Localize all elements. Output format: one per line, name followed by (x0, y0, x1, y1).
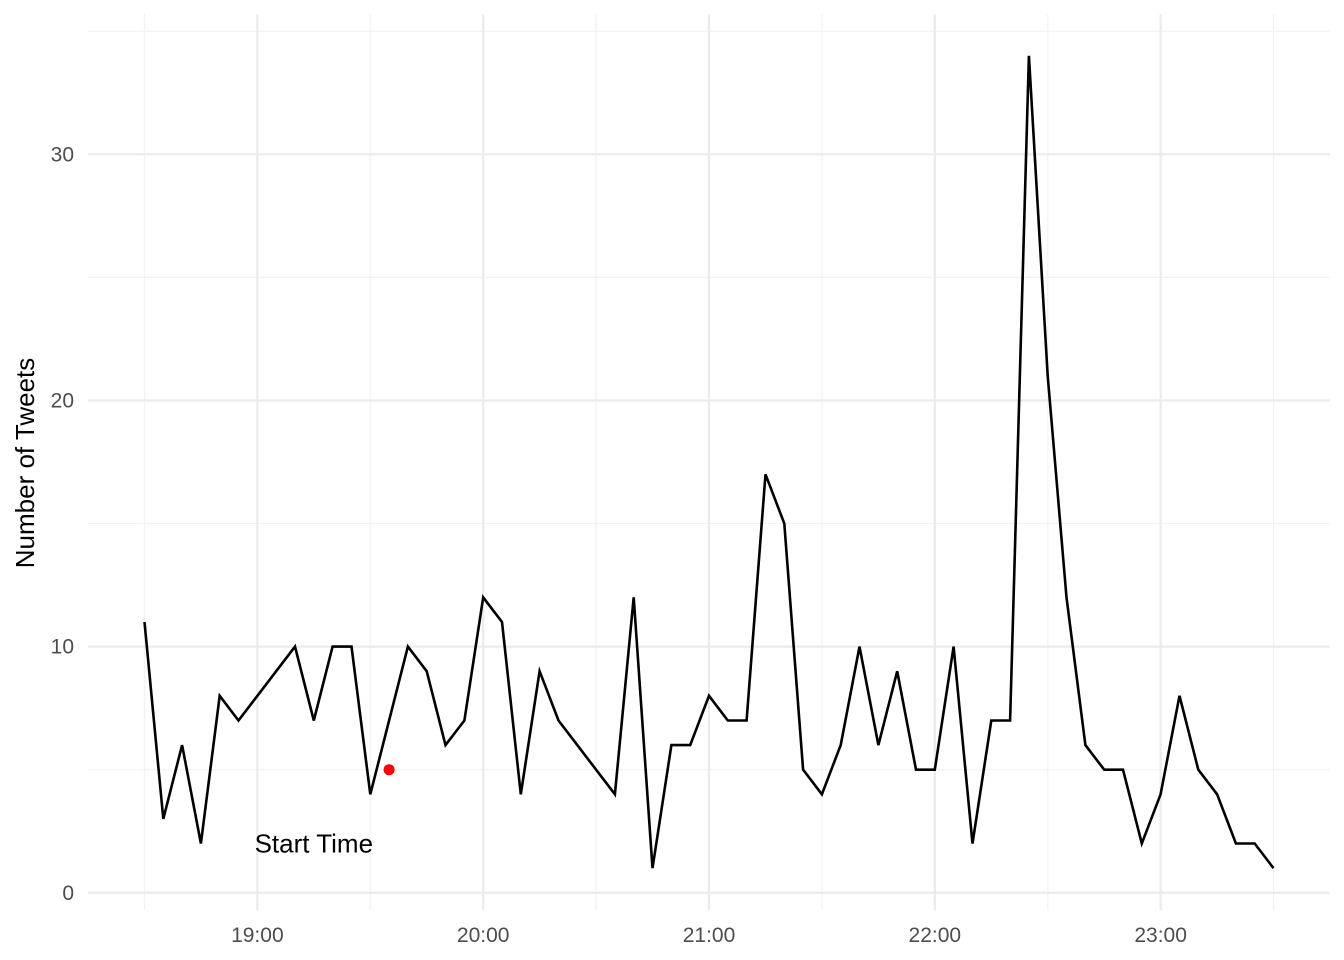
y-tick-label: 0 (62, 882, 74, 905)
x-tick-label: 19:00 (231, 924, 284, 947)
series-layer (143, 55, 1275, 869)
y-tick-label: 30 (51, 143, 74, 166)
x-tick-label: 21:00 (683, 924, 736, 947)
start-time-point (383, 764, 395, 776)
tick-labels: 19:00 20:00 21:00 22:00 23:00 0 10 20 30 (51, 143, 1187, 947)
x-tick-label: 23:00 (1134, 924, 1187, 947)
x-tick-label: 22:00 (909, 924, 962, 947)
start-time-annotation: Start Time (255, 829, 373, 859)
y-tick-label: 10 (51, 636, 74, 659)
major-gridlines (88, 14, 1330, 910)
y-axis-title: Number of Tweets (10, 358, 40, 569)
y-tick-label: 20 (51, 389, 74, 412)
x-tick-label: 20:00 (457, 924, 510, 947)
tweets-series-line (143, 55, 1275, 869)
